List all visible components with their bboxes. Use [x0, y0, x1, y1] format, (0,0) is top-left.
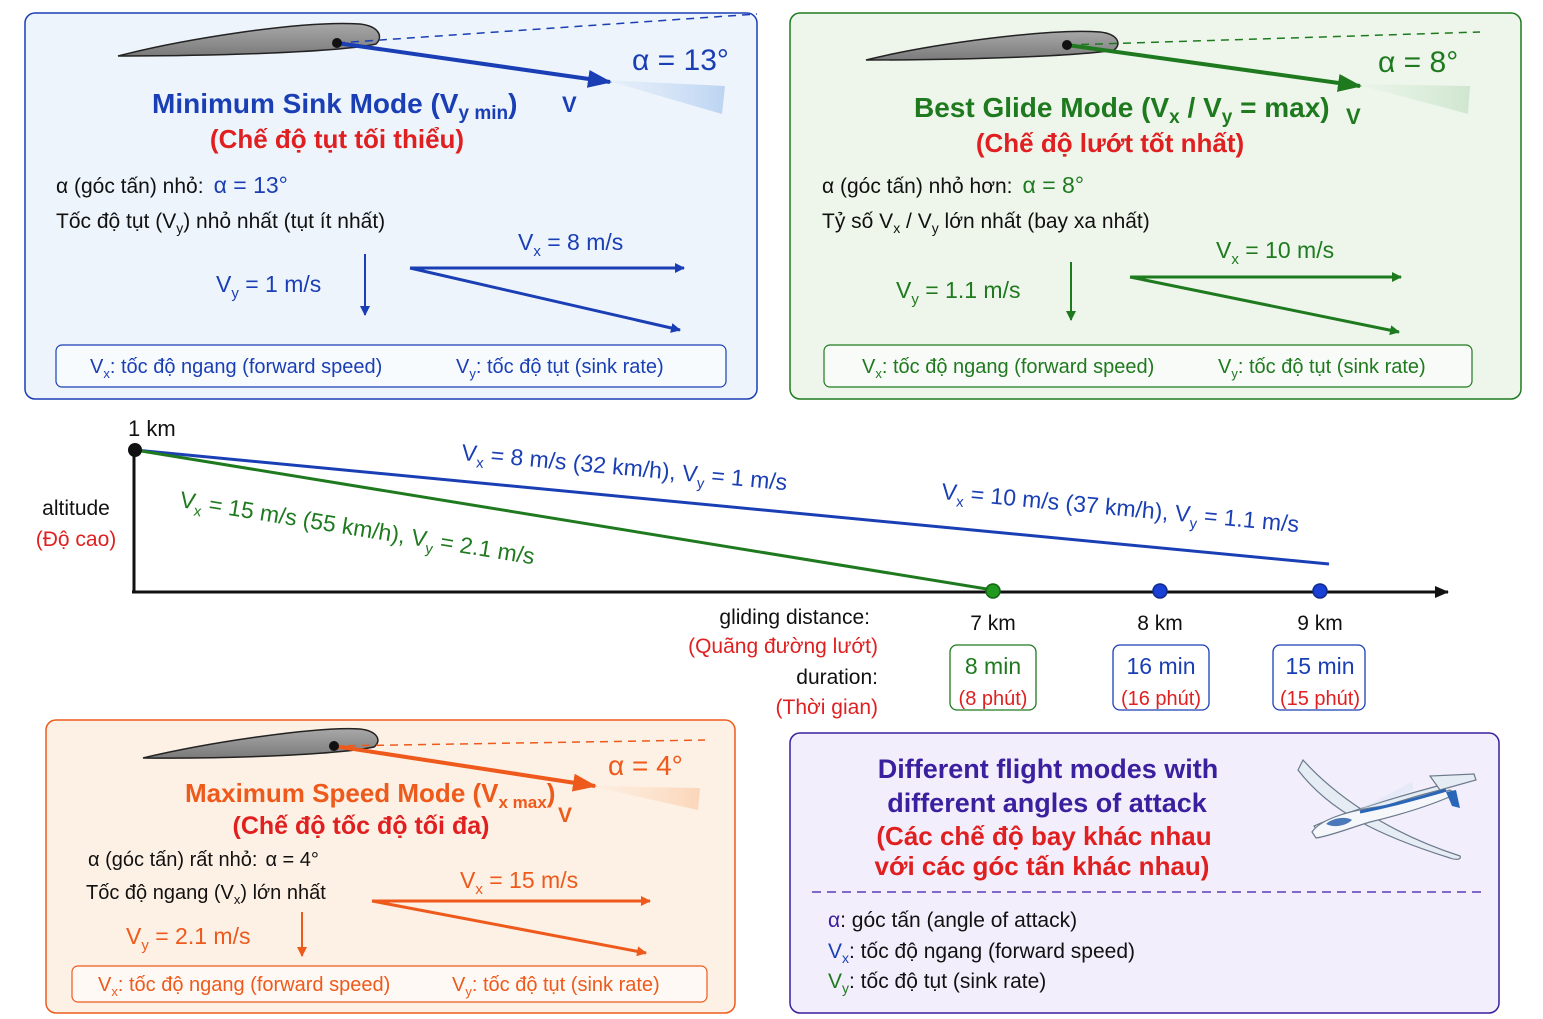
min-sink-legend-vx: Vx: tốc độ ngang (forward speed)	[90, 356, 382, 381]
summary-def-alpha: α: góc tấn (angle of attack)	[828, 909, 1077, 932]
min-sink-vy: Vy = 1 m/s	[216, 271, 321, 302]
max-speed-vx: Vx = 15 m/s	[460, 867, 578, 898]
panel-max-speed: α = 4° V Maximum Speed Mode (Vx max) (Ch…	[45, 719, 736, 1014]
panel-summary: Different flight modes with different an…	[789, 732, 1500, 1014]
graph-altitude-label: altitude	[42, 497, 110, 520]
graph-altitude-vi: (Độ cao)	[36, 528, 117, 551]
best-glide-line1: α (góc tấn) nhỏ hơn: α = 8°	[822, 172, 1084, 198]
max-speed-v-label: V	[558, 804, 572, 827]
min-sink-line1: α (góc tấn) nhỏ: α = 13°	[56, 172, 288, 198]
glide-path-blue	[134, 448, 1330, 566]
graph-line-blue1: Vx = 8 m/s (32 km/h), Vy = 1 m/s	[460, 439, 788, 500]
graph-gliding-distance: gliding distance:	[719, 606, 870, 629]
start-point	[128, 443, 142, 457]
point-9km	[1312, 583, 1328, 599]
point-min-8km: 16 min	[1126, 653, 1195, 679]
glider-icon	[1297, 758, 1477, 860]
point-distance-9km: 9 km	[1297, 612, 1343, 635]
summary-def-vy: Vy: tốc độ tụt (sink rate)	[828, 970, 1046, 996]
summary-title-1: Different flight modes with	[878, 754, 1219, 784]
point-7km	[985, 583, 1001, 599]
best-glide-title: Best Glide Mode (Vx / Vy = max)	[914, 92, 1330, 128]
airfoil-min-sink	[117, 22, 381, 57]
point-min-7km: 8 min	[965, 653, 1021, 679]
best-glide-subtitle: (Chế độ lướt tốt nhất)	[976, 128, 1244, 158]
max-speed-alpha: α = 4°	[608, 750, 683, 781]
summary-def-vx: Vx: tốc độ ngang (forward speed)	[828, 940, 1135, 966]
min-sink-line2: Tốc độ tụt (Vy) nhỏ nhất (tụt ít nhất)	[56, 210, 385, 236]
summary-title-vi-1: (Các chế độ bay khác nhau	[876, 821, 1211, 851]
best-glide-legend-vy: Vy: tốc độ tụt (sink rate)	[1218, 356, 1426, 381]
min-sink-legend-vy: Vy: tốc độ tụt (sink rate)	[456, 356, 664, 381]
max-speed-line2: Tốc độ ngang (Vx) lớn nhất	[86, 882, 326, 907]
graph-duration-vi: (Thời gian)	[776, 696, 878, 719]
point-distance-7km: 7 km	[970, 612, 1016, 635]
point-phut-9km: (15 phút)	[1280, 688, 1360, 710]
panel-best-glide: α = 8° V Best Glide Mode (Vx / Vy = max)…	[789, 12, 1522, 400]
best-glide-v-label: V	[1346, 104, 1361, 129]
max-speed-legend-vx: Vx: tốc độ ngang (forward speed)	[98, 974, 390, 999]
best-glide-line2: Tỷ số Vx / Vy lớn nhất (bay xa nhất)	[822, 210, 1150, 236]
max-speed-title: Maximum Speed Mode (Vx max)	[185, 778, 555, 812]
point-8km	[1152, 583, 1168, 599]
best-glide-alpha: α = 8°	[1378, 46, 1458, 79]
max-speed-line1: α (góc tấn) rất nhỏ: α = 4°	[88, 849, 319, 871]
min-sink-v-label: V	[562, 92, 577, 117]
glide-path-green	[134, 448, 994, 592]
min-sink-subtitle: (Chế độ tụt tối thiểu)	[210, 124, 464, 154]
best-glide-vx: Vx = 10 m/s	[1216, 237, 1334, 268]
point-distance-8km: 8 km	[1137, 612, 1183, 635]
graph-line-green: Vx = 15 m/s (55 km/h), Vy = 2.1 m/s	[177, 486, 536, 574]
point-min-9km: 15 min	[1285, 653, 1354, 679]
point-phut-8km: (16 phút)	[1121, 688, 1201, 710]
max-speed-legend-vy: Vy: tốc độ tụt (sink rate)	[452, 974, 660, 999]
graph-duration: duration:	[796, 666, 878, 689]
best-glide-vy: Vy = 1.1 m/s	[896, 277, 1020, 308]
min-sink-alpha: α = 13°	[632, 44, 729, 77]
max-speed-subtitle: (Chế độ tốc độ tối đa)	[233, 812, 490, 840]
max-speed-vy: Vy = 2.1 m/s	[126, 923, 250, 954]
graph-gliding-distance-vi: (Quãng đường lướt)	[688, 635, 878, 658]
point-phut-7km: (8 phút)	[959, 688, 1028, 710]
summary-title-2: different angles of attack	[887, 788, 1208, 818]
min-sink-vx: Vx = 8 m/s	[518, 229, 623, 260]
panel-min-sink: α = 13° V Minimum Sink Mode (Vy min) (Ch…	[24, 12, 758, 400]
best-glide-legend-vx: Vx: tốc độ ngang (forward speed)	[862, 356, 1154, 381]
airfoil-max-speed	[142, 727, 379, 759]
airfoil-best-glide	[865, 30, 1119, 61]
glide-graph: 1 km altitude (Độ cao) Vx = 8 m/s (32 km…	[36, 416, 1449, 719]
min-sink-title: Minimum Sink Mode (Vy min)	[152, 88, 517, 124]
graph-start-label: 1 km	[128, 416, 176, 441]
summary-title-vi-2: với các góc tấn khác nhau)	[875, 851, 1210, 881]
